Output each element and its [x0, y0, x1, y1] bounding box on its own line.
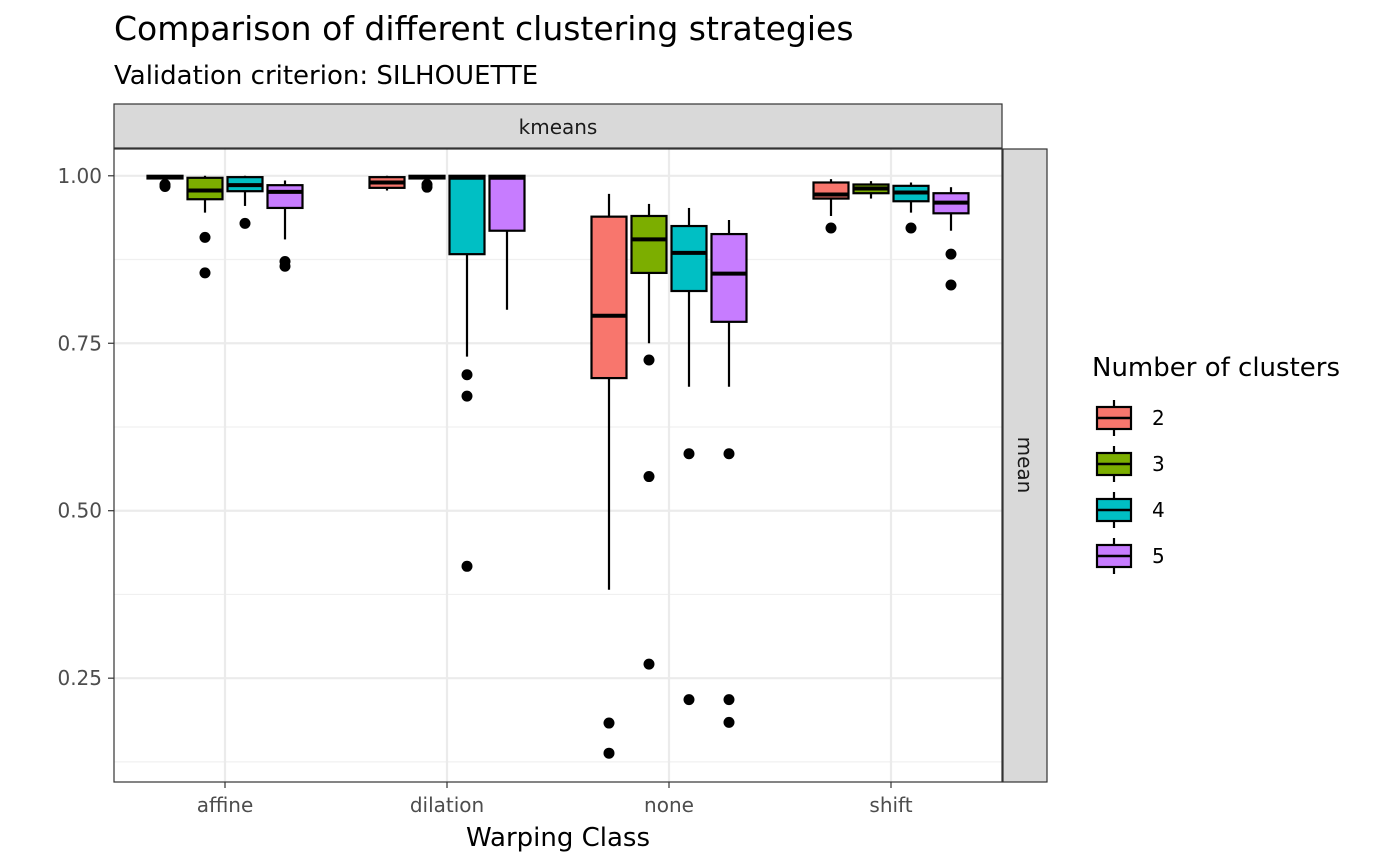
grid-lines	[114, 149, 1002, 782]
box	[186, 176, 224, 201]
outlier-point	[723, 694, 735, 706]
outlier-point	[905, 222, 917, 234]
box-group	[812, 179, 850, 234]
box	[266, 184, 304, 210]
box	[630, 214, 668, 275]
box-group	[146, 174, 184, 193]
legend-label: 5	[1152, 544, 1165, 568]
x-axis: affine dilation none shift	[197, 782, 913, 817]
facet-strip-top-label: kmeans	[519, 115, 598, 139]
box-group	[852, 181, 890, 199]
outlier-point	[683, 448, 695, 460]
legend-label: 3	[1152, 452, 1165, 476]
box-group	[892, 182, 930, 234]
outlier-point	[683, 694, 695, 706]
outlier-point	[421, 181, 433, 193]
legend: Number of clusters 2 3 4 5	[1092, 353, 1340, 574]
y-tick-label: 0.50	[57, 499, 102, 523]
box-group	[670, 207, 708, 706]
box-group	[932, 187, 970, 291]
box-group	[408, 174, 446, 193]
outlier-point	[643, 471, 655, 483]
outlier-point	[643, 658, 655, 670]
x-tick-label: affine	[197, 793, 254, 817]
outlier-point	[159, 181, 171, 193]
x-tick-label: dilation	[410, 793, 484, 817]
box-group	[590, 193, 628, 759]
box	[448, 174, 486, 256]
box	[488, 174, 526, 232]
outlier-point	[945, 248, 957, 260]
outlier-point	[603, 717, 615, 729]
outlier-point	[723, 716, 735, 728]
legend-item: 3	[1095, 446, 1165, 482]
box-group	[710, 220, 748, 728]
box-group	[226, 175, 264, 229]
legend-item: 2	[1095, 400, 1165, 436]
outlier-point	[461, 560, 473, 572]
outlier-point	[825, 222, 837, 234]
legend-label: 2	[1152, 406, 1165, 430]
x-tick-label: shift	[869, 793, 912, 817]
outlier-point	[239, 217, 251, 229]
chart-title: Comparison of different clustering strat…	[114, 9, 854, 48]
y-axis: 1.00 0.75 0.50 0.25	[57, 164, 114, 690]
box	[710, 232, 748, 323]
outlier-point	[199, 267, 211, 279]
outlier-point	[461, 369, 473, 381]
chart-subtitle: Validation criterion: SILHOUETTE	[114, 61, 538, 91]
outlier-point	[945, 279, 957, 291]
box-group	[630, 203, 668, 670]
facet-strip-right	[1002, 148, 1048, 783]
box-group	[448, 174, 486, 572]
legend-label: 4	[1152, 498, 1165, 522]
legend-item: 5	[1095, 538, 1165, 574]
box-group	[266, 180, 304, 272]
legend-title: Number of clusters	[1092, 353, 1340, 383]
box-group	[488, 174, 526, 310]
box-group	[368, 175, 406, 191]
panel-background	[114, 149, 1002, 782]
x-tick-label: none	[644, 793, 694, 817]
y-tick-label: 0.75	[57, 331, 102, 355]
outlier-point	[279, 260, 291, 272]
outlier-point	[643, 354, 655, 366]
y-tick-label: 0.25	[57, 666, 102, 690]
box	[590, 215, 628, 380]
facet-strip-right-label: mean	[1013, 437, 1037, 494]
facet-strip-top	[113, 103, 1003, 149]
box-group	[186, 175, 224, 279]
box-marks	[146, 174, 970, 759]
outlier-point	[199, 231, 211, 243]
legend-item: 4	[1095, 492, 1165, 528]
panel-border	[113, 148, 1003, 783]
y-tick-label: 1.00	[57, 164, 102, 188]
outlier-point	[723, 448, 735, 460]
x-axis-title: Warping Class	[466, 823, 650, 853]
outlier-point	[461, 390, 473, 402]
box	[670, 224, 708, 293]
outlier-point	[603, 747, 615, 759]
